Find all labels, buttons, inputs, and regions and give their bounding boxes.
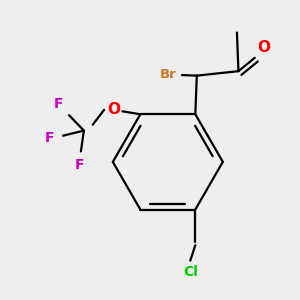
Text: O: O [257, 40, 270, 55]
Text: Cl: Cl [183, 265, 198, 279]
Text: Br: Br [160, 68, 177, 81]
Text: O: O [107, 102, 120, 117]
Text: F: F [54, 97, 63, 111]
Text: F: F [75, 158, 84, 172]
Text: F: F [45, 131, 54, 145]
